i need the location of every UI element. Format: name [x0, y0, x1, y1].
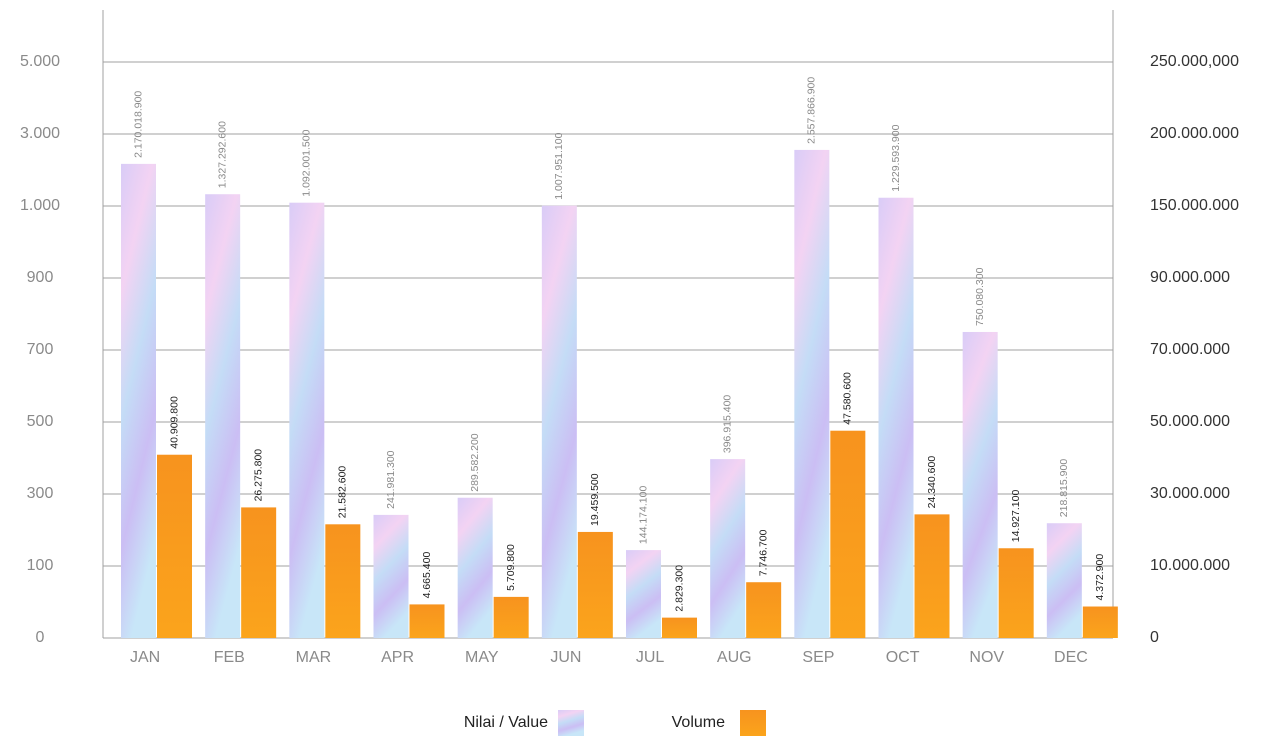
legend-label: Volume	[672, 714, 725, 731]
value-label: 241.981.300	[385, 450, 397, 509]
value-label: 26.275.800	[252, 449, 264, 502]
value-label: 2.557.866.900	[806, 77, 818, 144]
value-label: 1.229.593.900	[890, 124, 902, 191]
bar	[878, 197, 914, 638]
y2-tick-label: 200.000.000	[1150, 125, 1239, 142]
x-tick-label: FEB	[214, 649, 245, 666]
x-tick-label: JUL	[636, 649, 665, 666]
value-label: 750.080.300	[974, 267, 986, 326]
bar	[626, 550, 661, 638]
value-label: 1.092.001.500	[301, 129, 313, 196]
value-label: 19.459.500	[589, 473, 601, 526]
bar	[577, 531, 613, 638]
y-tick-label: 5.000	[20, 53, 60, 70]
bar	[1082, 606, 1118, 638]
value-label: 4.372.900	[1094, 554, 1106, 601]
y-tick-label: 300	[27, 485, 54, 502]
y-tick-label: 1.000	[20, 197, 60, 214]
bar	[241, 507, 277, 638]
x-tick-label: MAR	[296, 649, 332, 666]
bar	[830, 430, 866, 638]
y2-tick-label: 10.000.000	[1150, 557, 1230, 574]
bar	[710, 459, 746, 638]
x-tick-label: JUN	[550, 649, 581, 666]
x-tick-label: DEC	[1054, 649, 1088, 666]
y2-tick-label: 30.000.000	[1150, 485, 1230, 502]
bar	[493, 596, 529, 638]
y-tick-label: 700	[27, 341, 54, 358]
bar	[962, 331, 998, 638]
bar	[289, 202, 325, 639]
x-tick-label: OCT	[886, 649, 920, 666]
legend-swatch	[558, 710, 584, 736]
value-label: 21.582.600	[337, 466, 349, 519]
x-tick-label: AUG	[717, 649, 752, 666]
value-label: 47.580.600	[842, 372, 854, 425]
bar	[121, 163, 156, 638]
bar	[457, 497, 493, 638]
y-tick-label: 500	[27, 413, 54, 430]
y2-tick-label: 250.000,000	[1150, 53, 1239, 70]
bar	[746, 582, 782, 638]
value-label: 24.340.600	[926, 456, 938, 509]
bar	[541, 205, 577, 639]
y-tick-label: 100	[27, 557, 54, 574]
y2-tick-label: 150.000.000	[1150, 197, 1239, 214]
legend-item: Volume	[672, 710, 766, 736]
y2-tick-label: 90.000.000	[1150, 269, 1230, 286]
value-label: 7.746.700	[757, 529, 769, 576]
bar	[662, 617, 697, 638]
value-label: 396.915.400	[721, 395, 733, 454]
y-tick-label: 900	[27, 269, 54, 286]
x-tick-label: SEP	[802, 649, 834, 666]
bar	[205, 194, 241, 638]
value-label: 1.007.951.100	[553, 132, 565, 199]
bar	[409, 604, 445, 638]
value-label: 144.174.100	[637, 486, 649, 545]
y2-tick-label: 50.000.000	[1150, 413, 1230, 430]
legend-label: Nilai / Value	[464, 714, 548, 731]
value-label: 289.582.200	[469, 433, 481, 492]
x-tick-label: JAN	[130, 649, 160, 666]
legend-swatch	[740, 710, 766, 736]
bar	[794, 149, 830, 638]
bar	[325, 524, 361, 638]
value-label: 14.927.100	[1010, 490, 1022, 543]
bar	[914, 514, 950, 638]
value-label: 40.909.800	[168, 396, 180, 449]
value-label: 4.665.400	[421, 552, 433, 599]
bar	[1046, 523, 1082, 638]
x-tick-label: APR	[381, 649, 414, 666]
y2-tick-label: 0	[1150, 629, 1159, 646]
x-tick-label: NOV	[969, 649, 1004, 666]
value-label: 5.709.800	[505, 544, 517, 591]
bar	[998, 548, 1034, 638]
bar	[373, 514, 409, 638]
value-label: 1.327.292.600	[216, 121, 228, 188]
x-tick-label: MAY	[465, 649, 499, 666]
value-label: 218.815.900	[1058, 459, 1070, 518]
y-tick-label: 3.000	[20, 125, 60, 142]
value-label: 2.829.300	[673, 565, 685, 612]
y-tick-label: 0	[36, 629, 45, 646]
bar	[157, 454, 192, 638]
y2-tick-label: 70.000.000	[1150, 341, 1230, 358]
value-label: 2.170.018.900	[132, 91, 144, 158]
legend-item: Nilai / Value	[464, 710, 584, 736]
